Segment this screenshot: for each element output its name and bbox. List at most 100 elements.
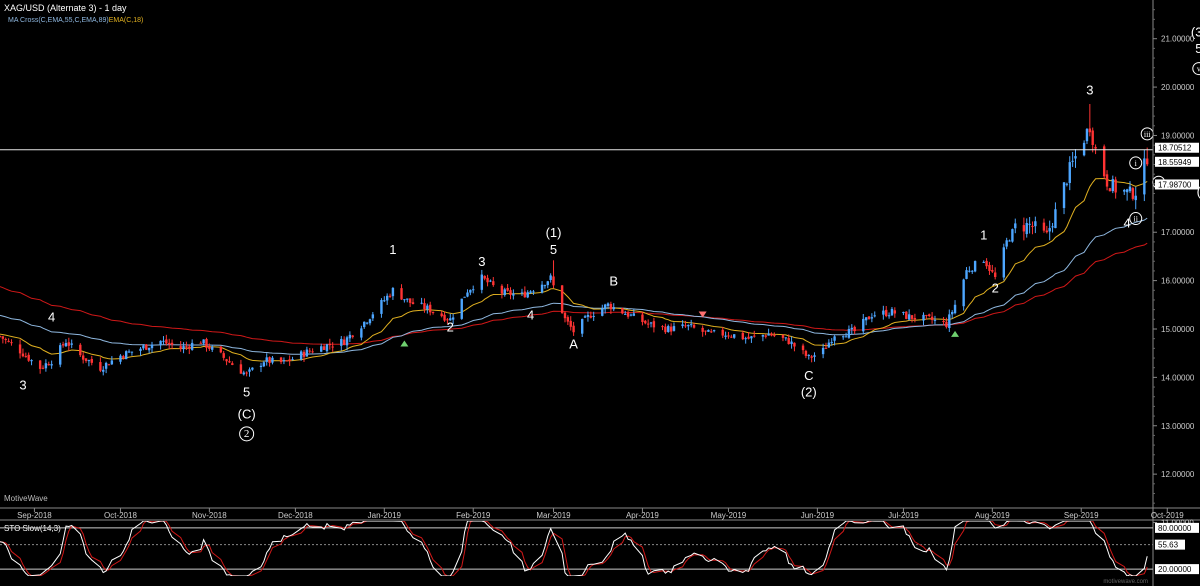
candle-body <box>305 349 309 357</box>
price-plot[interactable]: 345(C)21234(1)5ABC(2)1234iiiiiiiv(4)(3)5… <box>0 24 1200 442</box>
wave-label: (4) <box>1197 184 1200 199</box>
sell-signal-marker[interactable] <box>698 311 707 318</box>
candle-body <box>44 363 48 369</box>
candle-body <box>104 362 108 369</box>
candle-body <box>259 365 263 368</box>
candle-body <box>50 364 53 366</box>
candle-body <box>953 304 957 314</box>
candle-body <box>687 324 690 327</box>
candle-body <box>925 314 928 316</box>
wave-label: ii <box>1134 215 1139 224</box>
candle-body <box>127 351 131 353</box>
candle-body <box>90 359 93 363</box>
wave-label-circle <box>1192 62 1200 76</box>
candle-body <box>1005 240 1008 247</box>
candle-body <box>626 312 630 317</box>
candle-body <box>910 315 914 319</box>
price-tick-label: 19.00000 <box>1161 131 1195 140</box>
candle-body <box>84 358 88 361</box>
candle-body <box>621 308 624 314</box>
price-marker-label: 17.98700 <box>1158 180 1192 189</box>
candle-body <box>982 261 985 263</box>
candle-body <box>985 260 988 267</box>
candle-body <box>7 340 10 342</box>
candle-body <box>764 335 767 337</box>
candle-body <box>411 302 415 304</box>
candle-body <box>744 338 747 340</box>
candle-body <box>509 290 512 295</box>
candle-body <box>727 335 730 337</box>
stochastic-level-label: 80.00000 <box>1158 524 1192 533</box>
candle-body <box>251 367 254 370</box>
candle-body <box>248 369 251 372</box>
candle-body <box>480 274 484 290</box>
candle-body <box>208 346 211 349</box>
candle-body <box>30 360 33 362</box>
candle-body <box>523 291 527 298</box>
candle-body <box>1011 229 1014 242</box>
candle-body <box>1051 226 1054 228</box>
time-axis[interactable]: Sep-2018 Oct-2018 Nov-2018 Dec-2018 Jan-2019… <box>17 508 1184 520</box>
candle-body <box>342 339 346 345</box>
candle-body <box>592 315 595 317</box>
candle-body <box>328 343 332 346</box>
candle-body <box>1085 129 1089 142</box>
candle-body <box>27 354 30 361</box>
candle-body <box>801 345 805 351</box>
candle-body <box>546 281 549 286</box>
candle-body <box>279 357 283 363</box>
candle-body <box>560 285 564 314</box>
stochastic-pane[interactable]: STO Slow(14,3) 80.00000 20.00000 55.63 <box>0 521 1199 576</box>
candle-body <box>291 359 294 361</box>
wave-label: B <box>609 273 618 288</box>
candle-body <box>1034 221 1037 227</box>
candle-body <box>710 331 713 333</box>
candle-body <box>188 346 191 349</box>
ema-legend: EMA(C,18) <box>109 17 144 24</box>
time-tick-label: Dec-2018 <box>278 511 313 520</box>
candle-body <box>971 270 974 272</box>
candle-body <box>1146 158 1149 165</box>
indicator-legend[interactable]: MA Cross(C,EMA,55,C,EMA,89)EMA(C,18) <box>8 17 143 24</box>
candle-body <box>1105 174 1109 187</box>
candle-body <box>770 333 773 336</box>
candle-body <box>340 338 343 346</box>
time-tick-label: Aug-2019 <box>975 511 1010 520</box>
candle-body <box>492 281 495 286</box>
candle-body <box>905 311 908 319</box>
price-tick-label: 16.00000 <box>1161 277 1195 286</box>
candle-body <box>847 328 851 338</box>
candle-body <box>632 313 636 316</box>
price-tick-label: 17.00000 <box>1161 228 1195 237</box>
wave-label: 3 <box>478 254 485 269</box>
candle-body <box>624 313 627 315</box>
candle-body <box>1031 225 1034 227</box>
candle-body <box>667 326 670 332</box>
candle-body <box>563 312 567 319</box>
candle-body <box>345 337 349 346</box>
candle-body <box>724 335 727 337</box>
candle-body <box>701 327 704 332</box>
candle-body <box>569 320 572 327</box>
candle-body <box>1014 223 1017 229</box>
wave-label: 4 <box>48 310 55 325</box>
candle-body <box>231 363 234 365</box>
candle-body <box>529 291 532 293</box>
candle-body <box>753 335 756 337</box>
time-tick-label: Feb-2019 <box>456 511 491 520</box>
candle-body <box>827 342 831 348</box>
candle-body <box>807 354 810 356</box>
candle-body <box>907 314 911 320</box>
ema55-line <box>0 217 1148 355</box>
buy-signal-marker[interactable] <box>400 340 409 347</box>
buy-signal-marker[interactable] <box>951 330 960 337</box>
candle-body <box>202 339 205 344</box>
wave-label: i <box>1135 159 1138 168</box>
candle-body <box>1082 142 1086 156</box>
candle-body <box>1088 128 1092 133</box>
candle-body <box>265 357 268 362</box>
candle-body <box>830 342 833 344</box>
wave-label: 4 <box>1124 215 1131 230</box>
candle-body <box>784 337 788 339</box>
